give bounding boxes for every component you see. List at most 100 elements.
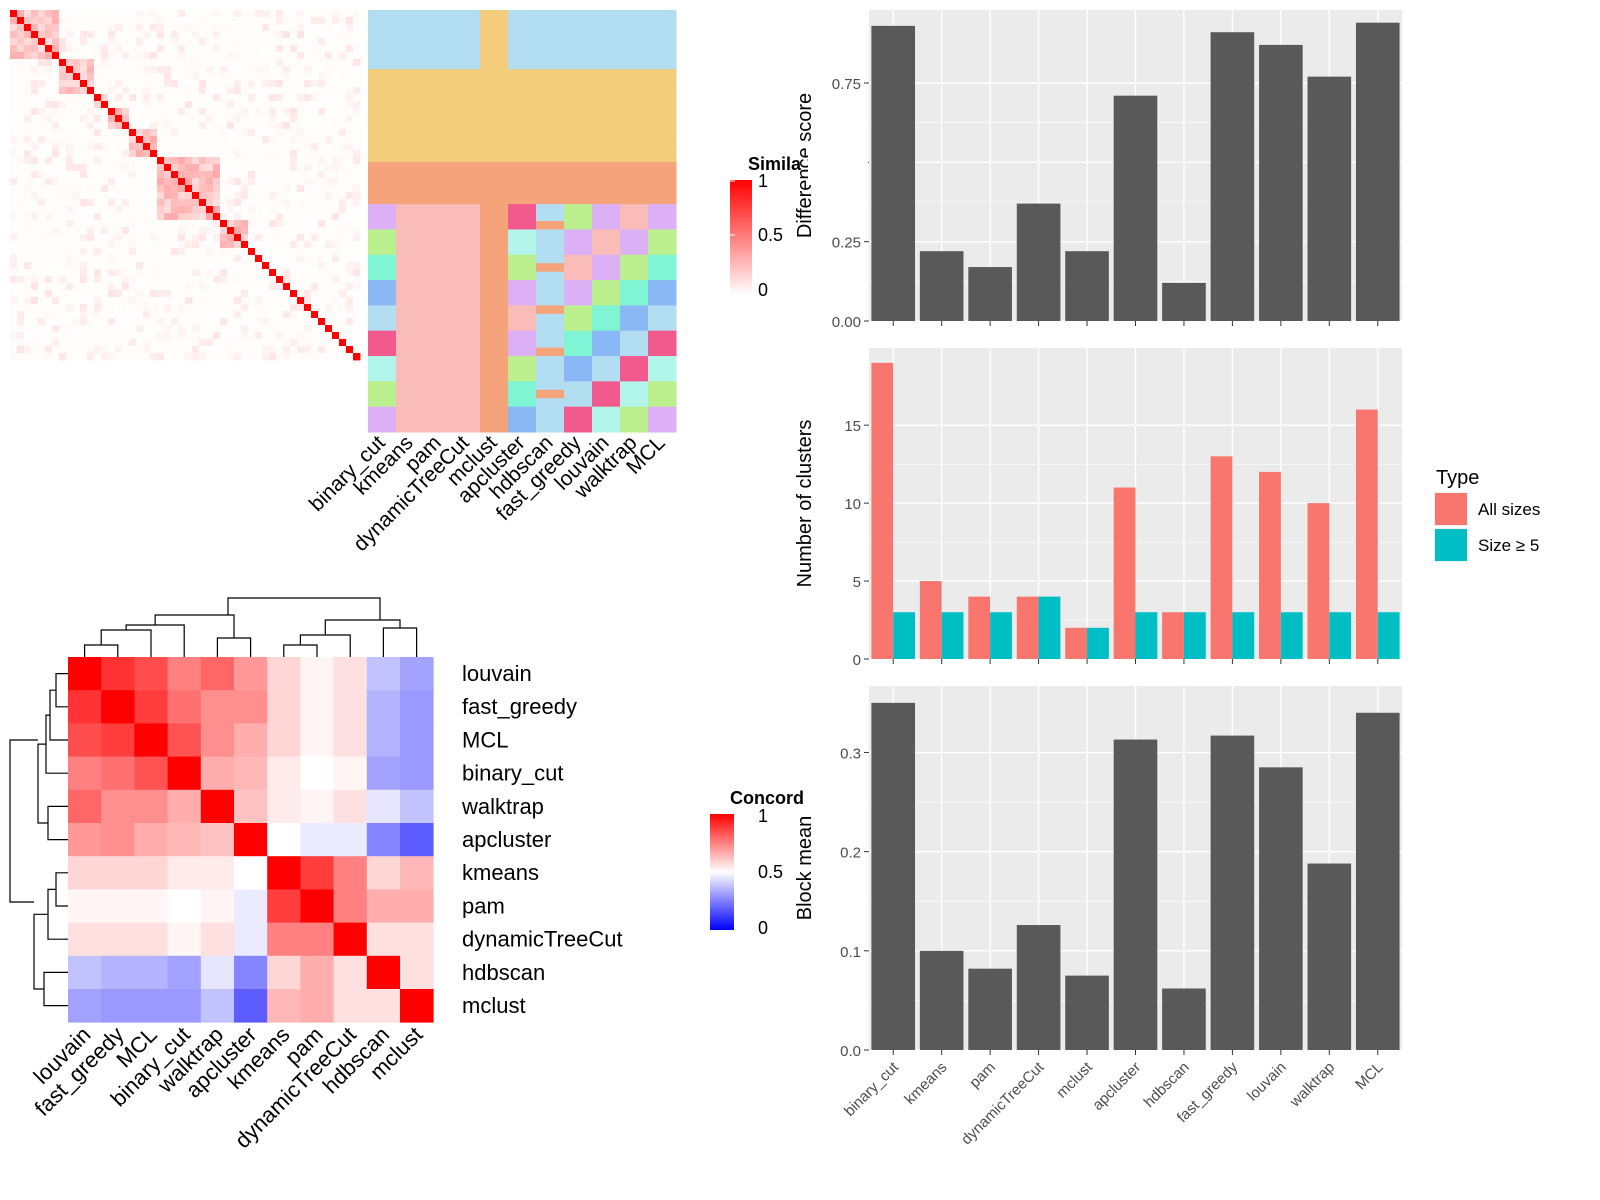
similarity-cell bbox=[318, 262, 326, 270]
similarity-cell bbox=[199, 178, 207, 186]
cluster-cell bbox=[564, 161, 593, 171]
cluster-cell bbox=[452, 178, 481, 188]
similarity-cell bbox=[17, 283, 25, 291]
cluster-cell bbox=[508, 187, 537, 197]
similarity-cell bbox=[80, 73, 88, 81]
similarity-cell bbox=[234, 325, 242, 333]
similarity-cell bbox=[150, 38, 158, 46]
similarity-cell bbox=[227, 332, 235, 340]
cluster-cell bbox=[536, 372, 565, 382]
similarity-cell bbox=[332, 255, 340, 263]
similarity-cell bbox=[17, 206, 25, 214]
y-axis-title: Number of clusters bbox=[794, 420, 816, 588]
similarity-cell bbox=[206, 31, 214, 39]
similarity-cell bbox=[185, 24, 193, 32]
dendrogram-branch bbox=[227, 597, 381, 620]
cluster-cell bbox=[620, 52, 649, 62]
cluster-cell bbox=[480, 204, 509, 214]
cluster-cell bbox=[508, 119, 537, 129]
similarity-cell bbox=[346, 136, 354, 144]
similarity-cell bbox=[220, 45, 228, 53]
cluster-cell bbox=[592, 52, 621, 62]
similarity-cell bbox=[220, 94, 228, 102]
similarity-cell bbox=[38, 87, 46, 95]
similarity-cell bbox=[353, 220, 361, 228]
cluster-cell bbox=[424, 313, 453, 323]
similarity-cell bbox=[290, 136, 298, 144]
similarity-cell bbox=[325, 17, 333, 25]
similarity-cell bbox=[10, 129, 18, 137]
similarity-cell bbox=[213, 199, 221, 207]
similarity-cell bbox=[73, 66, 81, 74]
similarity-cell bbox=[346, 192, 354, 200]
similarity-cell bbox=[297, 80, 305, 88]
similarity-cell bbox=[220, 269, 228, 277]
similarity-cell bbox=[115, 185, 123, 193]
cluster-cell bbox=[368, 296, 397, 306]
similarity-cell bbox=[311, 157, 319, 165]
similarity-cell bbox=[241, 171, 249, 179]
similarity-cell bbox=[73, 269, 81, 277]
cluster-cell bbox=[396, 296, 425, 306]
similarity-cell bbox=[276, 311, 284, 319]
similarity-cell bbox=[283, 220, 291, 228]
cluster-cell bbox=[480, 313, 509, 323]
similarity-cell bbox=[115, 234, 123, 242]
similarity-cell bbox=[339, 185, 347, 193]
dendrogram-branch bbox=[49, 689, 68, 741]
similarity-cell bbox=[31, 59, 39, 67]
similarity-cell bbox=[17, 45, 25, 53]
similarity-cell bbox=[59, 332, 67, 340]
similarity-cell bbox=[164, 199, 172, 207]
similarity-cell bbox=[101, 143, 109, 151]
similarity-cell bbox=[143, 227, 151, 235]
cluster-cell bbox=[564, 339, 593, 349]
similarity-cell bbox=[192, 304, 200, 312]
similarity-cell bbox=[171, 325, 179, 333]
cluster-cell bbox=[480, 322, 509, 332]
similarity-cell bbox=[129, 248, 137, 256]
similarity-cell bbox=[73, 24, 81, 32]
similarity-cell bbox=[108, 122, 116, 130]
cluster-cell bbox=[452, 212, 481, 222]
x-tick-label: binary_cut bbox=[841, 1058, 903, 1120]
similarity-cell bbox=[353, 157, 361, 165]
similarity-cell bbox=[94, 241, 102, 249]
similarity-cell bbox=[241, 311, 249, 319]
cluster-cell bbox=[480, 85, 509, 95]
bar bbox=[1016, 203, 1061, 321]
bar bbox=[968, 267, 1012, 321]
similarity-cell bbox=[101, 339, 109, 347]
similarity-cell bbox=[45, 192, 53, 200]
similarity-cell bbox=[143, 157, 151, 165]
similarity-cell bbox=[24, 17, 32, 25]
similarity-cell bbox=[129, 164, 137, 172]
similarity-cell bbox=[241, 150, 249, 158]
similarity-cell bbox=[241, 80, 249, 88]
similarity-cell bbox=[199, 59, 207, 67]
similarity-cell bbox=[332, 129, 340, 137]
y-tick-label: 0.2 bbox=[840, 845, 861, 862]
similarity-cell bbox=[297, 346, 305, 354]
concordance-cell bbox=[200, 955, 235, 990]
similarity-cell bbox=[199, 38, 207, 46]
similarity-cell bbox=[24, 339, 32, 347]
similarity-cell bbox=[269, 143, 277, 151]
similarity-cell bbox=[73, 297, 81, 305]
similarity-cell bbox=[199, 332, 207, 340]
similarity-cell bbox=[38, 164, 46, 172]
similarity-cell bbox=[192, 52, 200, 60]
similarity-cell bbox=[276, 73, 284, 81]
similarity-cell bbox=[332, 73, 340, 81]
similarity-cell bbox=[31, 248, 39, 256]
similarity-cell bbox=[255, 38, 263, 46]
cluster-cell bbox=[536, 85, 565, 95]
similarity-cell bbox=[38, 283, 46, 291]
similarity-cell bbox=[234, 73, 242, 81]
similarity-cell bbox=[248, 220, 256, 228]
similarity-cell bbox=[332, 101, 340, 109]
similarity-cell bbox=[66, 178, 74, 186]
similarity-cell bbox=[325, 199, 333, 207]
similarity-legend-tick-label: 1 bbox=[758, 171, 768, 191]
similarity-cell bbox=[38, 269, 46, 277]
